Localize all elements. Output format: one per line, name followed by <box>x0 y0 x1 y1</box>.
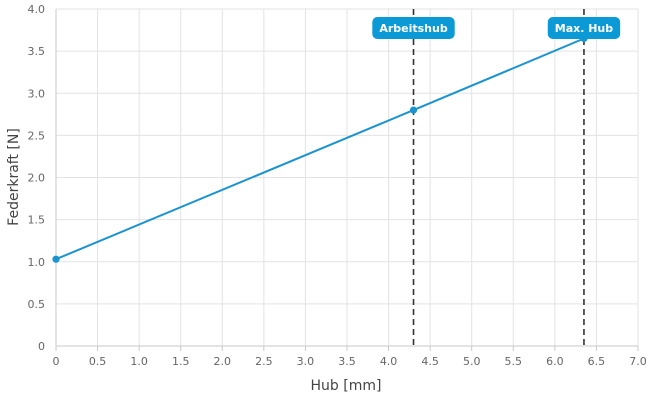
x-tick-label: 3.0 <box>297 355 315 368</box>
data-point <box>409 106 418 114</box>
y-tick-label: 2.0 <box>28 172 46 185</box>
x-tick-label: 0 <box>53 355 60 368</box>
reference-label-text: Arbeitshub <box>379 22 448 35</box>
x-tick-label: 5.5 <box>505 355 523 368</box>
x-axis-title: Hub [mm] <box>311 378 382 394</box>
reference-labels: Arbeitshub Max. Hub <box>372 17 621 39</box>
x-tick-label: 2.5 <box>255 355 273 368</box>
series <box>52 34 588 263</box>
x-tick-label: 0.5 <box>89 355 107 368</box>
x-tick-label: 6.0 <box>546 355 564 368</box>
x-tick-label: 3.5 <box>338 355 356 368</box>
reference-label: Max. Hub <box>547 17 621 39</box>
y-tick-label: 3.0 <box>28 87 46 100</box>
x-tick-label: 1.5 <box>172 355 190 368</box>
reference-label-background <box>547 17 621 39</box>
y-axis-title: Federkraft [N] <box>6 128 22 226</box>
y-tick-label: 0.5 <box>28 298 46 311</box>
x-tick-label: 1.0 <box>130 355 148 368</box>
data-point <box>52 255 60 263</box>
x-tick-label: 4.0 <box>380 355 398 368</box>
y-tick-label: 1.5 <box>28 214 46 227</box>
x-tick-label: 7.0 <box>629 355 647 368</box>
series-line <box>55 37 585 261</box>
y-tick-label: 1.0 <box>28 256 46 269</box>
reference-label-background <box>372 17 455 39</box>
x-tick-label: 5.0 <box>463 355 481 368</box>
y-tick-label: 0 <box>38 340 45 353</box>
y-tick-label: 4.0 <box>28 3 46 16</box>
x-tick-label: 2.0 <box>214 355 232 368</box>
y-tick-labels: 0 0.5 1.0 1.5 2.0 2.5 3.0 3.5 4.0 <box>28 3 46 353</box>
y-tick-label: 2.5 <box>28 129 46 142</box>
x-tick-label: 4.5 <box>421 355 439 368</box>
reference-lines <box>412 9 585 346</box>
x-tick-labels: 0 0.5 1.0 1.5 2.0 2.5 3.0 3.5 4.0 4.5 5.0 5.5 6.0 6.5… <box>53 355 647 368</box>
axes <box>55 9 639 351</box>
y-tick-label: 3.5 <box>28 45 46 58</box>
reference-label-text: Max. Hub <box>555 22 614 35</box>
reference-label: Arbeitshub <box>372 17 455 39</box>
grid <box>55 8 639 347</box>
x-tick-label: 6.5 <box>588 355 606 368</box>
